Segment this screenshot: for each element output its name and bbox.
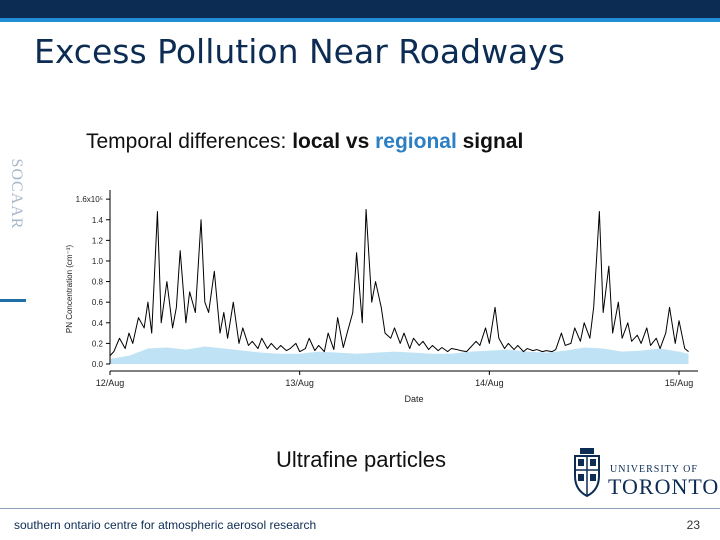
axes-layer: 0.0 0.2 0.4 0.6 0.8 1.0 1.2 1.4 1.6x10⁵ 12/Aug 13/…	[76, 190, 698, 388]
y-tick-label: 0.0	[92, 360, 104, 369]
x-tick-label: 15/Aug	[665, 378, 694, 388]
y-tick-label: 1.4	[92, 216, 104, 225]
subtitle-prefix: Temporal differences:	[86, 130, 293, 153]
y-tick-label: 0.8	[92, 278, 104, 287]
y-tick-label: 0.2	[92, 339, 104, 348]
slide-subtitle: Temporal differences: local vs regional …	[86, 130, 523, 154]
plot-layer	[109, 208, 689, 364]
y-tick-label: 1.0	[92, 257, 104, 266]
footer-divider	[0, 508, 720, 509]
subtitle-vs: vs	[340, 130, 376, 153]
slide-title: Excess Pollution Near Roadways	[34, 32, 565, 71]
logo-line-2: TORONTO	[608, 474, 720, 499]
logo-line-1: UNIVERSITY OF	[610, 464, 698, 475]
local-signal-line	[109, 208, 689, 357]
pn-concentration-chart: 0.0 0.2 0.4 0.6 0.8 1.0 1.2 1.4 1.6x10⁵ 12/Aug 13/…	[65, 190, 698, 404]
top-accent-bar	[0, 18, 720, 22]
chart-caption: Ultrafine particles	[276, 447, 446, 472]
subtitle-signal: signal	[456, 130, 524, 153]
university-of-toronto-logo: UNIVERSITY OF TORONTO	[566, 444, 718, 502]
footer-text: southern ontario centre for atmospheric …	[14, 518, 317, 532]
subtitle-regional: regional	[375, 130, 457, 153]
crest-icon	[574, 448, 600, 498]
top-bar	[0, 0, 720, 18]
x-tick-label: 12/Aug	[96, 378, 125, 388]
side-accent-line	[0, 299, 26, 302]
x-axis-label: Date	[404, 394, 423, 404]
regional-signal-area	[110, 346, 689, 364]
y-tick-label: 0.4	[92, 319, 104, 328]
page-number: 23	[686, 518, 700, 532]
y-tick-label: 0.6	[92, 298, 104, 307]
x-tick-label: 13/Aug	[285, 378, 314, 388]
side-watermark-text: SOCAAR	[8, 158, 25, 230]
y-tick-label: 1.6x10⁵	[76, 195, 103, 204]
y-axis-label: PN Concentration (cm⁻³)	[65, 245, 74, 334]
subtitle-local: local	[292, 130, 341, 153]
y-tick-label: 1.2	[92, 236, 104, 245]
x-tick-label: 14/Aug	[475, 378, 504, 388]
